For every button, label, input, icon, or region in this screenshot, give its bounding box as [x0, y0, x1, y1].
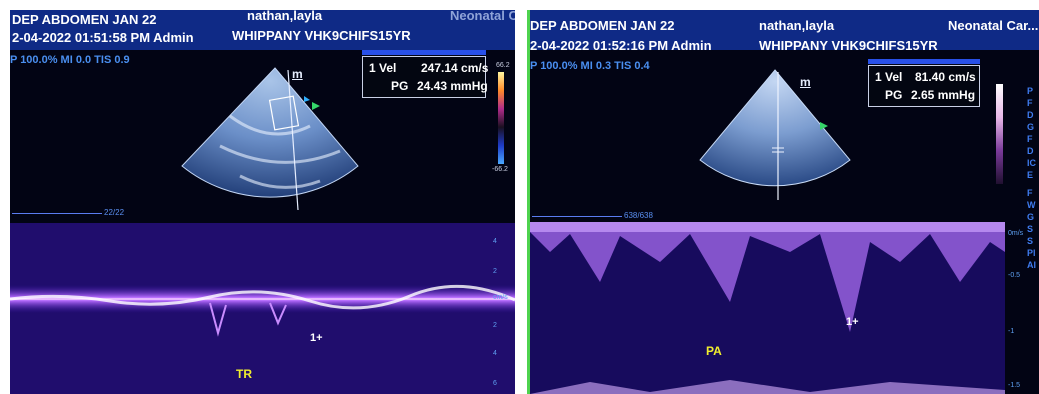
- right-measurement-box: 1 Vel 81.40 cm/s PG 2.65 mmHg: [868, 59, 980, 107]
- side-menu-item[interactable]: Pl: [1027, 248, 1036, 258]
- left-tick: 6: [493, 380, 497, 387]
- left-study-title: DEP ABDOMEN JAN 22: [12, 12, 157, 27]
- side-menu-item[interactable]: IC: [1027, 158, 1036, 168]
- left-sweep-counter: 22/22: [104, 208, 125, 217]
- left-sweep-ruler: [12, 213, 102, 214]
- right-datetime: 2-04-2022 01:52:16 PM Admin: [530, 38, 712, 53]
- left-tick: 2: [493, 322, 497, 329]
- right-probe-orientation-marker: m: [800, 75, 811, 89]
- right-pg-label: PG: [885, 88, 903, 102]
- right-side-menu: P F D G F D IC E F W G S S Pl Al: [1027, 85, 1037, 271]
- right-tick: -0.5: [1008, 272, 1021, 279]
- right-vel-label: 1 Vel: [875, 70, 903, 84]
- right-study-title: DEP ABDOMEN JAN 22: [530, 18, 675, 33]
- side-menu-item[interactable]: S: [1027, 236, 1034, 246]
- left-measurement-box: 1 Vel 247.14 cm/s PG 24.43 mmHg: [362, 50, 489, 98]
- left-color-scale-bar: [498, 72, 504, 164]
- right-settings-readout: P 100.0% MI 0.3 TIS 0.4: [530, 60, 650, 72]
- left-settings-readout: P 100.0% MI 0.0 TIS 0.9: [10, 54, 130, 66]
- left-vel-value: 247.14 cm/s: [421, 61, 489, 75]
- side-menu-item[interactable]: D: [1027, 146, 1034, 156]
- left-measurement-box-header: [362, 50, 486, 55]
- right-institution: WHIPPANY VHK9CHIFS15YR: [759, 38, 938, 53]
- left-tick: 2: [493, 268, 497, 275]
- left-department: Neonatal Ca: [450, 10, 515, 23]
- right-velocity-scale: 0m/s -0.5 -1 -1.5: [1008, 230, 1030, 390]
- right-tick: -1: [1008, 328, 1015, 335]
- side-menu-item[interactable]: W: [1027, 200, 1036, 210]
- left-tick: 4: [493, 238, 497, 245]
- left-caliper-marker: 1+: [310, 332, 323, 344]
- left-pg-label: PG: [391, 79, 409, 93]
- side-menu-item[interactable]: P: [1027, 86, 1034, 96]
- right-department: Neonatal Car...: [948, 18, 1039, 33]
- left-datetime: 2-04-2022 01:51:58 PM Admin: [12, 30, 194, 45]
- left-scale-bottom-label: -66.2: [492, 166, 508, 173]
- right-tick-unit: 0m/s: [1008, 230, 1024, 237]
- left-vel-label: 1 Vel: [369, 61, 397, 75]
- left-header-bar: DEP ABDOMEN JAN 22 2-04-2022 01:51:58 PM…: [10, 10, 515, 50]
- right-2d-sector-image: [699, 69, 851, 200]
- right-patient-name: nathan,layla: [759, 18, 835, 33]
- left-patient-name: nathan,layla: [247, 10, 323, 23]
- right-caliper-marker: 1+: [846, 316, 859, 328]
- right-ultrasound-screen: DEP ABDOMEN JAN 22 2-04-2022 01:52:16 PM…: [527, 10, 1039, 394]
- right-header-bar: DEP ABDOMEN JAN 22 2-04-2022 01:52:16 PM…: [530, 10, 1039, 53]
- right-tick: -1.5: [1008, 382, 1021, 389]
- right-color-scale-bar: [996, 84, 1003, 184]
- right-spectral-doppler-trace: [530, 222, 1005, 394]
- left-institution: WHIPPANY VHK9CHIFS15YR: [232, 28, 411, 43]
- side-menu-item[interactable]: D: [1027, 110, 1034, 120]
- right-sweep-ruler: [532, 216, 622, 217]
- side-menu-item[interactable]: G: [1027, 212, 1035, 222]
- side-menu-item[interactable]: Al: [1027, 260, 1036, 270]
- left-tick: 4: [493, 350, 497, 357]
- side-menu-item[interactable]: E: [1027, 170, 1034, 180]
- side-menu-item[interactable]: F: [1027, 134, 1033, 144]
- left-2d-sector-image: [181, 67, 359, 211]
- right-pg-value: 2.65 mmHg: [911, 88, 976, 102]
- side-menu-item[interactable]: S: [1027, 224, 1034, 234]
- left-ultrasound-screen: DEP ABDOMEN JAN 22 2-04-2022 01:51:58 PM…: [10, 10, 515, 394]
- right-sweep-counter: 638/638: [624, 211, 653, 220]
- left-scale-top-label: 66.2: [496, 62, 510, 69]
- side-menu-item[interactable]: F: [1027, 98, 1033, 108]
- right-measurement-box-header: [868, 59, 980, 64]
- left-probe-orientation-marker: m: [292, 67, 303, 81]
- right-trace-label: PA: [706, 344, 722, 358]
- right-vel-value: 81.40 cm/s: [915, 70, 976, 84]
- side-menu-item[interactable]: F: [1027, 188, 1033, 198]
- left-tick-unit: cm/s: [493, 294, 508, 301]
- left-trace-label: TR: [236, 367, 252, 381]
- left-spectral-doppler-trace: [10, 223, 515, 394]
- left-pg-value: 24.43 mmHg: [417, 79, 488, 93]
- side-menu-item[interactable]: G: [1027, 122, 1035, 132]
